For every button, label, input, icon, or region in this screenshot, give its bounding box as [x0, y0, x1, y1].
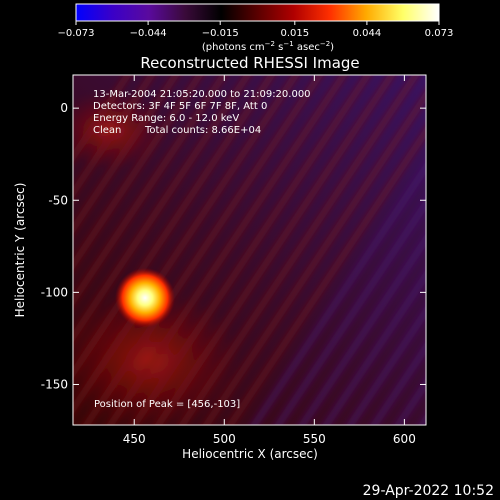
footer-timestamp: 29-Apr-2022 10:52	[363, 483, 494, 499]
colorbar-tick-label: −0.073	[57, 28, 94, 39]
chart-title: Reconstructed RHESSI Image	[140, 54, 359, 72]
stripe	[73, 75, 156, 200]
stripe-pattern	[73, 55, 500, 445]
stripe	[82, 75, 324, 425]
stripe	[73, 75, 228, 308]
stripe	[370, 341, 426, 425]
stripe	[73, 75, 204, 272]
colorbar-tick-label: 0.044	[353, 28, 382, 39]
y-tick-label: -150	[41, 377, 68, 391]
stripe	[457, 55, 500, 445]
y-tick-label: -100	[41, 285, 68, 299]
annotation-detectors: Detectors: 3F 4F 5F 6F 7F 8F, Att 0	[93, 101, 267, 112]
stripe	[202, 89, 426, 425]
stripe	[481, 55, 500, 445]
stripe	[73, 75, 180, 236]
colorbar-tick-label: −0.044	[130, 28, 167, 39]
stripe	[178, 75, 420, 425]
x-tick-label: 550	[303, 432, 326, 446]
colorbar-strip	[76, 4, 439, 21]
colorbar: −0.073 −0.044 −0.015 0.015 0.044 0.073 (photo…	[57, 3, 453, 53]
x-tick-label: 500	[213, 432, 236, 446]
stripe	[250, 161, 426, 425]
annotation-clean: Clean	[93, 125, 121, 136]
annotation-counts: Total counts: 8.66E+04	[144, 125, 261, 136]
stripe	[154, 75, 396, 425]
x-axis-label: Heliocentric X (arcsec)	[182, 447, 318, 461]
stripe	[73, 75, 132, 164]
annotation-time: 13-Mar-2004 21:05:20.000 to 21:09:20.000	[93, 89, 311, 100]
stripe	[73, 75, 300, 416]
stripe	[322, 269, 426, 425]
plot-frame	[72, 74, 427, 426]
colorbar-tick-label: 0.015	[280, 28, 309, 39]
stripe	[298, 233, 426, 425]
x-tick-label: 450	[123, 432, 146, 446]
image-area	[73, 55, 500, 445]
stripe	[106, 75, 348, 425]
colorbar-tick-label: 0.073	[425, 28, 454, 39]
annotation-energy: Energy Range: 6.0 - 12.0 keV	[93, 113, 239, 124]
texture-layer	[73, 55, 500, 445]
y-tick-label: 0	[60, 101, 68, 115]
colorbar-frame	[75, 3, 440, 22]
stripe	[226, 125, 426, 425]
annotation-peak: Position of Peak = [456,-103]	[94, 399, 240, 410]
colorbar-tick-label: −0.015	[202, 28, 239, 39]
annotations: 13-Mar-2004 21:05:20.000 to 21:09:20.000…	[93, 89, 311, 410]
stripe	[433, 55, 500, 445]
stripe	[73, 75, 252, 344]
stripe	[130, 75, 372, 425]
stripe	[274, 197, 426, 425]
peak-source	[115, 267, 176, 328]
y-tick-label: -50	[48, 193, 68, 207]
colorbar-ticks: −0.073 −0.044 −0.015 0.015 0.044 0.073	[57, 21, 453, 39]
stripe	[73, 75, 276, 380]
x-tick-label: 600	[393, 432, 416, 446]
stripe	[346, 305, 426, 425]
colorbar-units: (photons cm−2 s−1 asec−2)	[202, 40, 334, 53]
y-axis-label: Heliocentric Y (arcsec)	[13, 183, 27, 318]
axis-ticks: 450 500 550 600 0 -50 -100 -150	[41, 75, 426, 446]
